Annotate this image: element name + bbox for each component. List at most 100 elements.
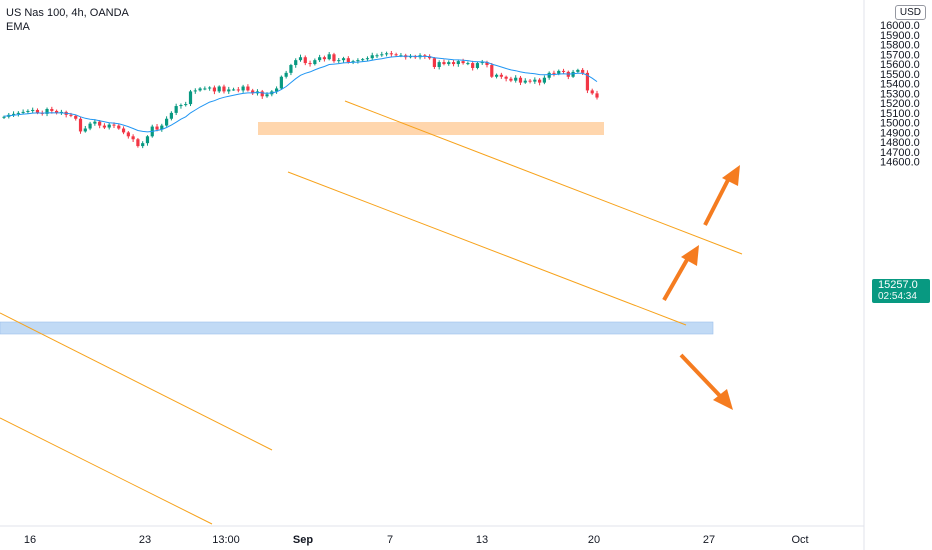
price-tick-label: 15600.0	[880, 59, 920, 71]
candle-body	[69, 114, 73, 116]
channel-upper[interactable]	[344, 100, 743, 255]
candle-body	[571, 71, 575, 77]
candle-body	[21, 111, 25, 113]
candle-body	[179, 105, 183, 107]
candle-body	[528, 80, 532, 82]
candle-body	[217, 86, 221, 92]
candle-body	[198, 88, 202, 91]
candle-body	[35, 109, 40, 113]
candle-body	[384, 53, 389, 55]
candle-body	[117, 125, 121, 129]
candle-body	[423, 55, 427, 57]
resistance-zone[interactable]	[258, 122, 604, 135]
candle-body	[107, 124, 111, 128]
candle-body	[274, 88, 279, 92]
bar-countdown: 02:54:34	[878, 291, 917, 302]
candle-body	[231, 89, 236, 91]
candle-body	[432, 58, 437, 67]
candle-body	[442, 62, 446, 65]
currency-button[interactable]: USD	[894, 5, 926, 20]
support-zone[interactable]	[0, 321, 714, 335]
candle-body	[145, 136, 150, 144]
candle-body	[98, 121, 102, 126]
candle-body	[298, 57, 303, 61]
candle-body	[308, 63, 312, 65]
candle-body	[212, 87, 217, 92]
time-tick-label: 13	[476, 534, 488, 546]
candle-body	[236, 89, 240, 91]
candle-body	[241, 86, 245, 91]
symbol-label: US Nas 100, 4h, OANDA	[6, 7, 129, 19]
candle-body	[251, 90, 255, 94]
candle-body	[102, 125, 107, 128]
price-tick-label: 15200.0	[880, 98, 920, 110]
candle-body	[141, 143, 145, 147]
price-tick-label: 15800.0	[880, 40, 920, 52]
candle-body	[356, 60, 360, 62]
last-price: 15257.0	[878, 279, 918, 291]
arrow-up-upper[interactable]	[703, 165, 740, 226]
candle-body	[523, 80, 527, 83]
candle-body	[361, 59, 365, 61]
time-tick-label: 7	[387, 534, 393, 546]
old-channel-upper[interactable]	[0, 312, 273, 451]
time-tick-label: Oct	[791, 534, 808, 546]
candle-body	[576, 69, 580, 72]
candle-body	[509, 78, 513, 81]
candle-body	[456, 61, 460, 65]
candle-body	[16, 112, 20, 114]
candle-body	[327, 54, 331, 60]
candle-body	[112, 124, 116, 126]
candle-body	[585, 72, 590, 91]
time-tick-label: 27	[703, 534, 715, 546]
price-tick-label: 15900.0	[880, 30, 920, 42]
candle-body	[341, 58, 346, 61]
candle-body	[595, 93, 599, 98]
candle-body	[169, 112, 173, 119]
candle-body	[93, 121, 97, 124]
ema-line	[3, 55, 598, 133]
price-tick-label: 14800.0	[880, 137, 920, 149]
last-price-tag: 15257.0 02:54:34	[872, 279, 930, 303]
time-tick-label: 16	[24, 534, 36, 546]
arrow-down[interactable]	[679, 353, 733, 410]
candle-body	[26, 110, 30, 112]
candle-body	[227, 89, 231, 92]
candle-body	[375, 55, 379, 57]
candle-body	[121, 128, 126, 133]
candle-body	[131, 136, 135, 140]
candle-body	[471, 63, 475, 68]
candle-body	[518, 77, 523, 83]
candle-body	[380, 54, 384, 56]
candle-body	[184, 104, 188, 106]
old-channel-lower[interactable]	[0, 417, 213, 525]
candle-body	[581, 69, 585, 73]
chart-legend: US Nas 100, 4h, OANDA EMA	[6, 6, 129, 34]
price-tick-label: 15500.0	[880, 69, 920, 81]
price-tick-label: 14900.0	[880, 127, 920, 139]
candle-body	[284, 72, 288, 77]
candle-body	[318, 57, 322, 61]
candle-body	[533, 79, 537, 82]
candle-body	[289, 65, 293, 73]
candle-body	[365, 58, 370, 60]
price-tick-label: 15100.0	[880, 108, 920, 120]
candle-body	[294, 60, 298, 66]
candle-body	[494, 74, 499, 77]
candle-body	[203, 88, 207, 90]
candle-body	[155, 126, 159, 130]
candle-body	[260, 91, 264, 97]
candle-body	[246, 86, 250, 91]
candle-body	[193, 90, 197, 92]
candle-body	[351, 61, 355, 63]
candle-body	[279, 76, 283, 89]
candle-body	[514, 77, 518, 81]
candle-body	[160, 125, 164, 130]
channel-lower[interactable]	[287, 171, 687, 326]
candle-body	[322, 57, 327, 60]
candle-body	[490, 65, 494, 77]
candle-body	[389, 53, 393, 55]
arrow-up-lower[interactable]	[662, 245, 699, 301]
candle-body	[447, 62, 451, 65]
